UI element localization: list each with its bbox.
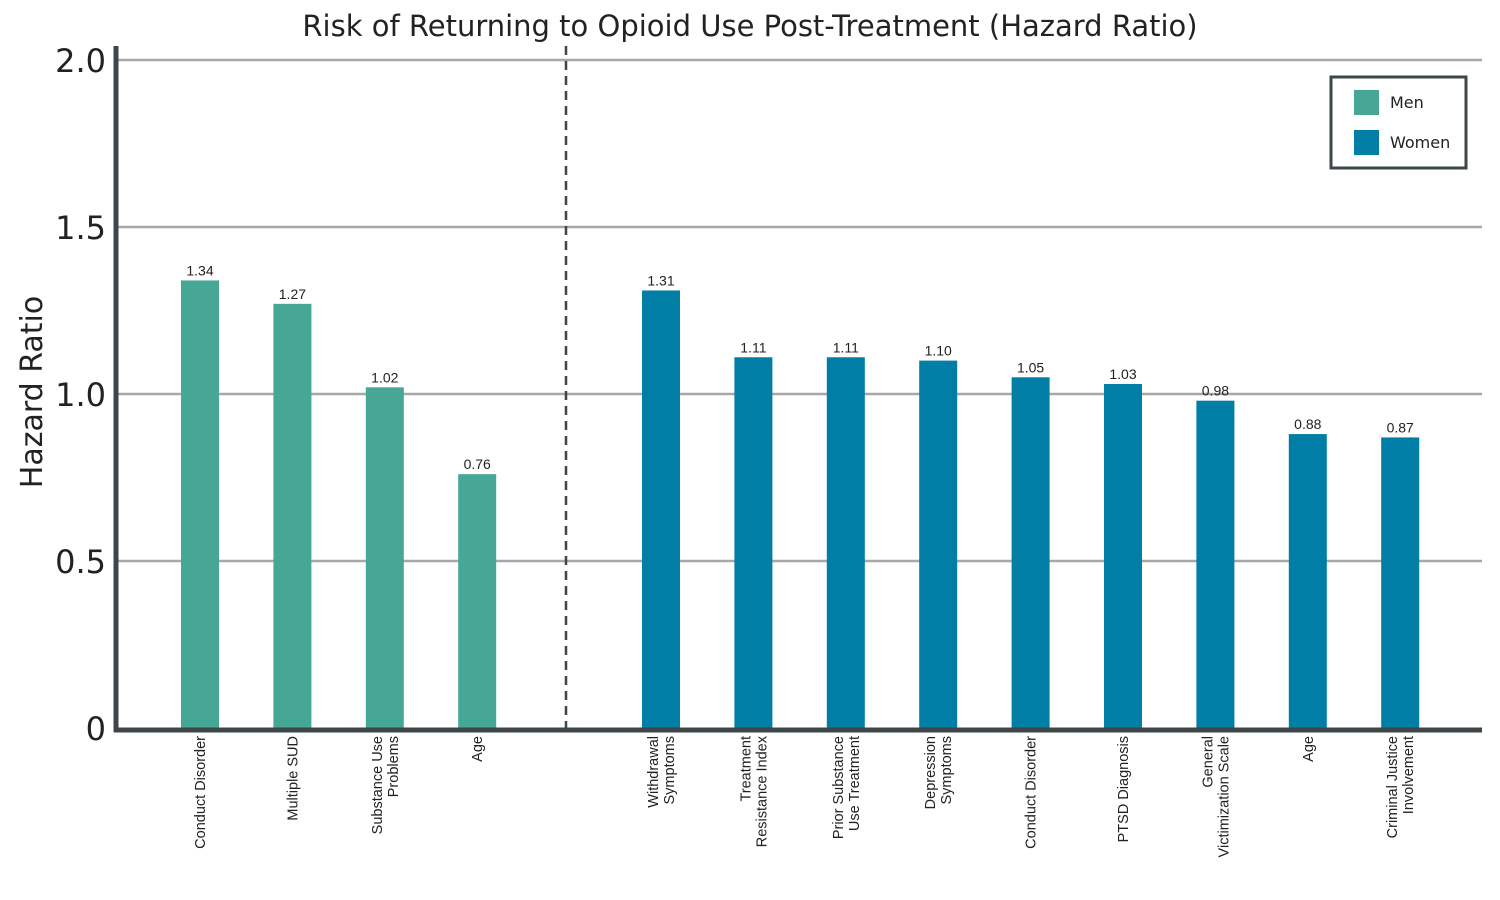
bar (365, 387, 404, 728)
bar (1196, 400, 1235, 728)
bar (458, 474, 497, 728)
bar (1011, 377, 1050, 728)
x-tick-label: Conduct Disorder (1024, 736, 1040, 849)
data-label: 0.76 (464, 456, 491, 472)
x-axis-labels: Conduct Disorder Multiple SUD Substance Us… (193, 735, 1417, 857)
bar (1381, 437, 1420, 728)
data-label: 0.88 (1294, 416, 1321, 432)
y-tick-label: 1.0 (55, 376, 106, 414)
bar (642, 290, 680, 728)
y-axis-label: Hazard Ratio (15, 296, 50, 488)
bar (181, 280, 219, 728)
x-tick-label: Resistance Index (754, 735, 770, 847)
legend-swatch (1354, 130, 1379, 155)
data-label: 1.27 (279, 286, 306, 302)
x-tick-label: Substance Use (370, 736, 386, 834)
data-label: 1.31 (647, 272, 674, 288)
legend-box (1329, 75, 1468, 170)
y-axis-ticks: 0 0.5 1.0 1.5 2.0 (55, 42, 106, 748)
legend: Men Women (1329, 75, 1468, 170)
data-label: 1.11 (833, 339, 859, 355)
x-tick-label: Depression (923, 736, 939, 809)
y-tick-label: 0 (86, 710, 106, 748)
legend-label: Men (1390, 93, 1424, 112)
bar (1288, 434, 1327, 728)
bar (919, 360, 958, 728)
data-label: 1.03 (1109, 366, 1136, 382)
bar (1104, 383, 1142, 728)
data-label: 0.98 (1202, 383, 1229, 399)
gridlines (116, 58, 1482, 563)
value-labels: 1.34 1.27 1.02 0.76 1.31 1.11 1.11 1.10 1.05 1.03… (186, 262, 1414, 472)
x-tick-label: General (1200, 736, 1216, 788)
data-label: 1.05 (1017, 359, 1044, 375)
bar (826, 357, 865, 728)
y-tick-label: 1.5 (55, 209, 106, 247)
x-tick-label: Multiple SUD (285, 736, 301, 821)
legend-label: Women (1390, 133, 1450, 152)
x-tick-label: Conduct Disorder (193, 736, 209, 849)
data-label: 1.10 (925, 343, 952, 359)
x-tick-label: Age (470, 736, 486, 762)
x-tick-label: Problems (386, 736, 402, 797)
x-tick-label: PTSD Diagnosis (1116, 736, 1132, 842)
x-tick-label: Withdrawal (646, 736, 662, 808)
y-tick-label: 2.0 (55, 42, 106, 80)
x-tick-label: Criminal Justice (1385, 736, 1401, 838)
data-label: 1.11 (740, 339, 766, 355)
x-tick-label: Victimization Scale (1216, 736, 1232, 857)
legend-swatch (1354, 90, 1379, 115)
y-tick-label: 0.5 (55, 543, 106, 581)
bars (181, 280, 1420, 728)
bar (273, 303, 312, 728)
x-tick-label: Involvement (1401, 736, 1417, 814)
x-tick-label: Use Treatment (847, 736, 863, 831)
x-tick-label: Symptoms (939, 736, 955, 805)
x-tick-label: Prior Substance (831, 736, 847, 839)
chart-title: Risk of Returning to Opioid Use Post-Tre… (302, 9, 1197, 43)
data-label: 0.87 (1387, 419, 1414, 435)
x-tick-label: Symptoms (662, 736, 678, 805)
bar (734, 357, 773, 728)
data-label: 1.02 (371, 369, 398, 385)
x-tick-label: Age (1301, 736, 1317, 762)
x-tick-label: Treatment (738, 736, 754, 802)
data-label: 1.34 (186, 262, 213, 278)
